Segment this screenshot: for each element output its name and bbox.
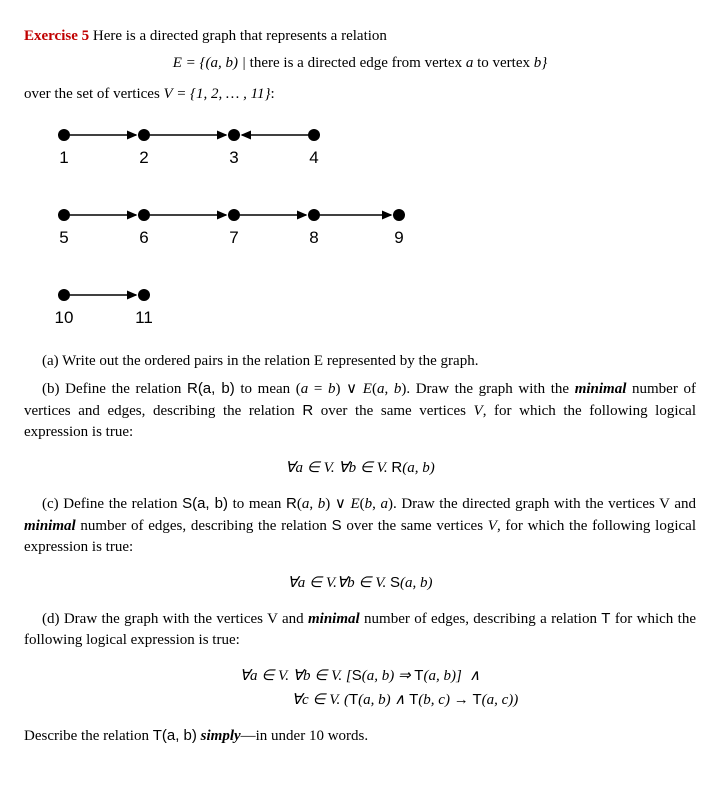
svg-text:6: 6 — [139, 228, 148, 247]
exercise-intro: Exercise 5 Here is a directed graph that… — [24, 26, 696, 47]
svg-text:3: 3 — [229, 148, 238, 167]
graph-container: 1 2 3 4 5 6 7 8 9 10 11 — [34, 115, 696, 345]
exercise-label: Exercise 5 — [24, 28, 89, 44]
svg-text:8: 8 — [309, 228, 318, 247]
graph-svg: 1 2 3 4 5 6 7 8 9 10 11 — [34, 115, 454, 345]
over-vertices: over the set of vertices V = {1, 2, … , … — [24, 84, 696, 105]
svg-text:5: 5 — [59, 228, 68, 247]
formula-d2: ∀c ∈ V. (T(a, b) ∧ T(b, c) → T(a, c)) — [24, 689, 696, 711]
svg-text:7: 7 — [229, 228, 238, 247]
part-b: (b) Define the relation R(a, b) to mean … — [24, 378, 696, 443]
part-c: (c) Define the relation S(a, b) to mean … — [24, 493, 696, 558]
svg-text:11: 11 — [135, 308, 153, 327]
part-a: (a) Write out the ordered pairs in the r… — [24, 351, 696, 372]
last-line: Describe the relation T(a, b) simply—in … — [24, 725, 696, 747]
formula-c: ∀a ∈ V.∀b ∈ V. S(a, b) — [24, 572, 696, 594]
svg-text:1: 1 — [59, 148, 68, 167]
formula-d1: ∀a ∈ V. ∀b ∈ V. [S(a, b) ⇒ T(a, b)] ∧ — [24, 665, 696, 687]
svg-text:9: 9 — [394, 228, 403, 247]
formula-b: ∀a ∈ V. ∀b ∈ V. R(a, b) — [24, 457, 696, 479]
over-text-a: over the set of vertices — [24, 86, 164, 102]
part-d: (d) Draw the graph with the vertices V a… — [24, 608, 696, 651]
over-text-b: V = {1, 2, … , 11} — [164, 86, 271, 102]
equation-E: E = {(a, b) | there is a directed edge f… — [24, 53, 696, 74]
exercise-intro-text: Here is a directed graph that represents… — [93, 28, 387, 44]
svg-text:10: 10 — [55, 308, 74, 327]
svg-text:2: 2 — [139, 148, 148, 167]
svg-text:4: 4 — [309, 148, 318, 167]
